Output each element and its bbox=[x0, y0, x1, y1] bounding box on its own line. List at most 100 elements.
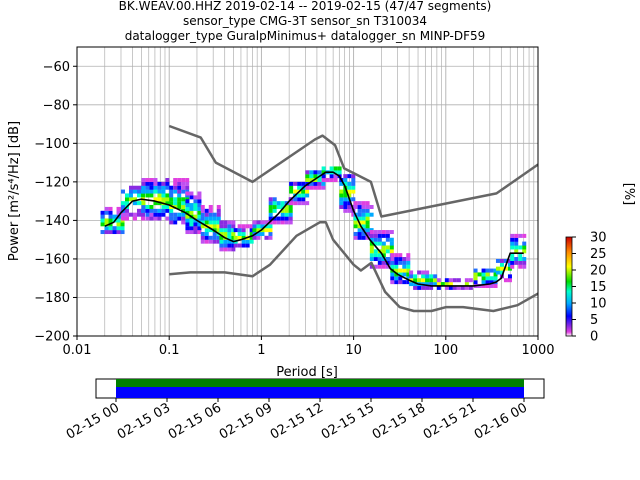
density-cell bbox=[343, 204, 348, 209]
density-cell bbox=[100, 218, 105, 223]
density-cell bbox=[413, 285, 418, 290]
density-cell bbox=[223, 247, 228, 252]
density-cell bbox=[406, 268, 411, 273]
density-cell bbox=[165, 216, 170, 221]
density-cell bbox=[104, 218, 109, 223]
density-cell bbox=[260, 231, 265, 236]
density-cell bbox=[289, 185, 294, 190]
density-cell bbox=[136, 208, 141, 213]
density-cell bbox=[333, 178, 338, 183]
density-cell bbox=[153, 201, 158, 206]
density-cell bbox=[165, 181, 170, 186]
density-cell bbox=[522, 257, 527, 262]
density-cell bbox=[321, 166, 326, 171]
density-cell bbox=[473, 280, 478, 285]
density-cell bbox=[489, 283, 494, 288]
colorbar-tick-label: 15 bbox=[590, 280, 607, 295]
density-cell bbox=[140, 216, 145, 221]
density-cell bbox=[495, 270, 500, 275]
density-cell bbox=[357, 224, 362, 229]
density-cell bbox=[272, 208, 277, 213]
density-cell bbox=[189, 230, 194, 235]
density-cell bbox=[108, 226, 113, 231]
density-cell bbox=[189, 206, 194, 211]
density-cell bbox=[377, 230, 382, 235]
availability-tick-label: 02-15 00 bbox=[64, 400, 122, 442]
y-tick-label: −100 bbox=[34, 137, 70, 152]
density-cell bbox=[260, 228, 265, 233]
density-cell bbox=[317, 185, 322, 190]
density-cell bbox=[241, 224, 246, 229]
density-cell bbox=[351, 181, 356, 186]
density-cell bbox=[268, 216, 273, 221]
density-cell bbox=[200, 204, 205, 209]
density-cell bbox=[185, 191, 190, 196]
density-cell bbox=[181, 189, 186, 194]
density-cell bbox=[145, 212, 150, 217]
density-cell bbox=[309, 185, 314, 190]
density-cell bbox=[510, 233, 515, 238]
density-cell bbox=[357, 216, 362, 221]
density-cell bbox=[132, 197, 137, 202]
density-cell bbox=[227, 220, 232, 225]
density-cell bbox=[132, 216, 137, 221]
density-cell bbox=[365, 212, 370, 217]
density-cell bbox=[260, 224, 265, 229]
psd-plot: −60 −80 −100 −120 −140 −160 −180 −200 0.01 0.1 1 1… bbox=[7, 46, 555, 380]
density-cell bbox=[120, 222, 125, 227]
density-cell bbox=[149, 185, 154, 190]
density-cell bbox=[140, 212, 145, 217]
density-cell bbox=[241, 235, 246, 240]
density-cell bbox=[112, 230, 117, 235]
density-cell bbox=[141, 185, 146, 190]
density-cell bbox=[343, 208, 348, 213]
density-cell bbox=[390, 264, 395, 269]
density-cell bbox=[185, 222, 190, 227]
density-cell bbox=[329, 178, 334, 183]
density-cell bbox=[153, 181, 158, 186]
density-cell bbox=[100, 222, 105, 227]
density-cell bbox=[245, 243, 250, 248]
series-noise-model-low bbox=[169, 221, 538, 313]
density-cell bbox=[245, 239, 250, 244]
density-cell bbox=[398, 268, 403, 273]
density-cell bbox=[377, 264, 382, 269]
density-cell bbox=[347, 208, 352, 213]
density-cell bbox=[514, 249, 519, 254]
density-cell bbox=[157, 216, 162, 221]
density-cell bbox=[231, 243, 236, 248]
density-cell bbox=[153, 178, 158, 183]
density-cell bbox=[425, 285, 430, 290]
density-cell bbox=[149, 208, 154, 213]
density-cell bbox=[369, 233, 374, 238]
density-cell bbox=[120, 201, 125, 206]
title-line-1: BK.WEAV.00.HHZ 2019-02-14 -- 2019-02-15 … bbox=[119, 0, 492, 13]
density-cell bbox=[276, 220, 281, 225]
availability-tick-label: 02-15 06 bbox=[166, 400, 224, 442]
density-cell bbox=[284, 216, 289, 221]
density-cell bbox=[436, 282, 441, 287]
density-cell bbox=[381, 260, 386, 265]
density-cell bbox=[193, 214, 198, 219]
density-cell bbox=[241, 239, 246, 244]
density-cell bbox=[317, 178, 322, 183]
availability-bars bbox=[116, 379, 524, 398]
density-cell bbox=[394, 257, 399, 262]
density-cell bbox=[161, 193, 166, 198]
density-cell bbox=[212, 220, 217, 225]
density-cell bbox=[499, 266, 504, 271]
density-cell bbox=[313, 181, 318, 186]
density-cell bbox=[473, 272, 478, 277]
density-cell bbox=[112, 214, 117, 219]
density-cell bbox=[514, 260, 519, 265]
density-cell bbox=[276, 216, 281, 221]
density-cell bbox=[272, 201, 277, 206]
density-cell bbox=[369, 253, 374, 258]
density-cell bbox=[353, 220, 358, 225]
density-cell bbox=[212, 216, 217, 221]
density-cell bbox=[161, 189, 166, 194]
density-cell bbox=[268, 197, 273, 202]
density-cell bbox=[503, 278, 508, 283]
density-cell bbox=[169, 204, 174, 209]
density-cell bbox=[189, 226, 194, 231]
